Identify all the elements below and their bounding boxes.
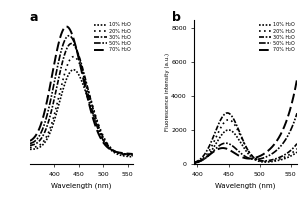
Legend: 10% H₂O, 20% H₂O, 30% H₂O, 50% H₂O, 70% H₂O: 10% H₂O, 20% H₂O, 30% H₂O, 50% H₂O, 70% … (94, 22, 130, 52)
Text: b: b (172, 11, 181, 24)
Legend: 10% H₂O, 20% H₂O, 30% H₂O, 50% H₂O, 70% H₂O: 10% H₂O, 20% H₂O, 30% H₂O, 50% H₂O, 70% … (259, 22, 295, 52)
Y-axis label: Fluorescence intensity (a.u.): Fluorescence intensity (a.u.) (165, 53, 170, 131)
X-axis label: Wavelength (nm): Wavelength (nm) (51, 182, 112, 189)
X-axis label: Wavelength (nm): Wavelength (nm) (215, 182, 276, 189)
Text: a: a (30, 11, 38, 24)
